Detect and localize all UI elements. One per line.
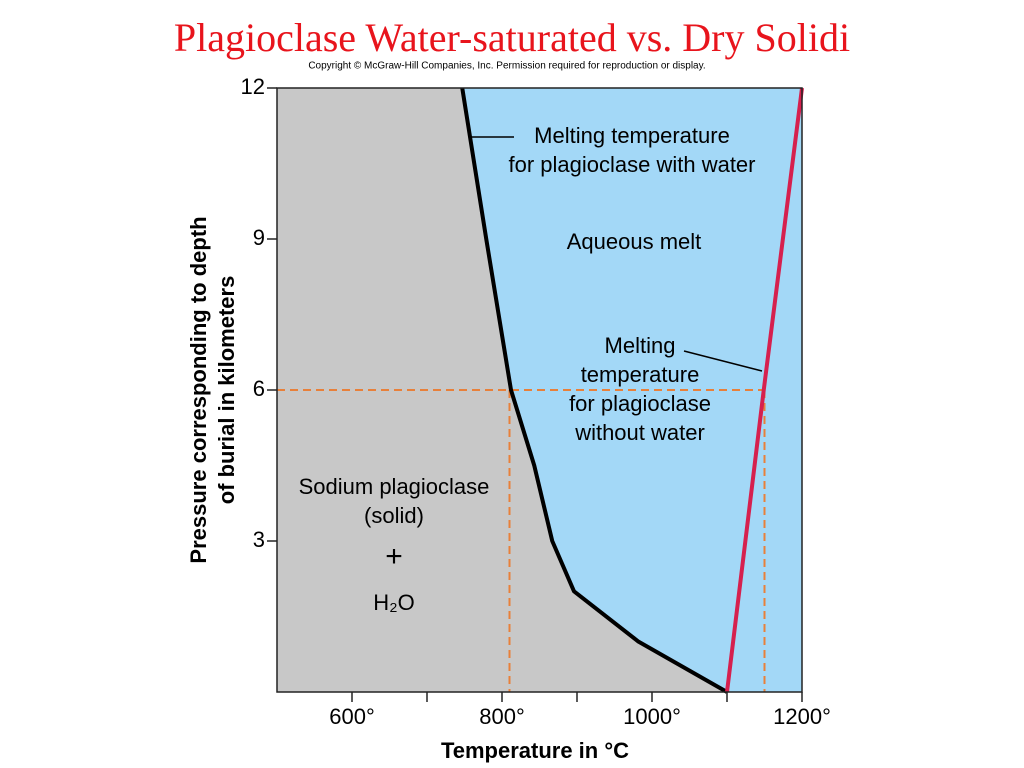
x-axis-label: Temperature in °C (441, 738, 629, 763)
x-tick-label: 800° (479, 704, 525, 729)
annotation: Melting (605, 333, 676, 358)
annotation: (solid) (364, 503, 424, 528)
solidus-curve (460, 87, 728, 694)
y-tick-label: 6 (253, 376, 265, 401)
y-tick-label: 12 (241, 74, 265, 99)
annotation: for plagioclase (569, 391, 711, 416)
x-tick-label: 1000° (623, 704, 681, 729)
annotation: H₂O (373, 590, 415, 615)
annotation: without water (574, 420, 705, 445)
y-tick-label: 9 (253, 225, 265, 250)
x-tick-label: 1200° (773, 704, 831, 729)
y-axis-label-line: of burial in kilometers (214, 276, 239, 505)
annotation: Sodium plagioclase (299, 474, 490, 499)
copyright: Copyright © McGraw-Hill Companies, Inc. … (308, 61, 705, 72)
annotation: temperature (581, 362, 700, 387)
solidus-curve (725, 87, 804, 693)
x-tick-label: 600° (329, 704, 375, 729)
chart-title: Plagioclase Water-saturated vs. Dry Soli… (174, 15, 850, 60)
annotation: for plagioclase with water (508, 152, 755, 177)
y-axis-label: Pressure corresponding to depth of buria… (186, 216, 239, 563)
annotation: Aqueous melt (567, 229, 702, 254)
y-tick-label: 3 (253, 527, 265, 552)
annotation: + (385, 540, 403, 573)
leader-line (683, 350, 763, 372)
y-axis-label-line: Pressure corresponding to depth (186, 216, 211, 563)
annotation: Melting temperature (534, 123, 730, 148)
